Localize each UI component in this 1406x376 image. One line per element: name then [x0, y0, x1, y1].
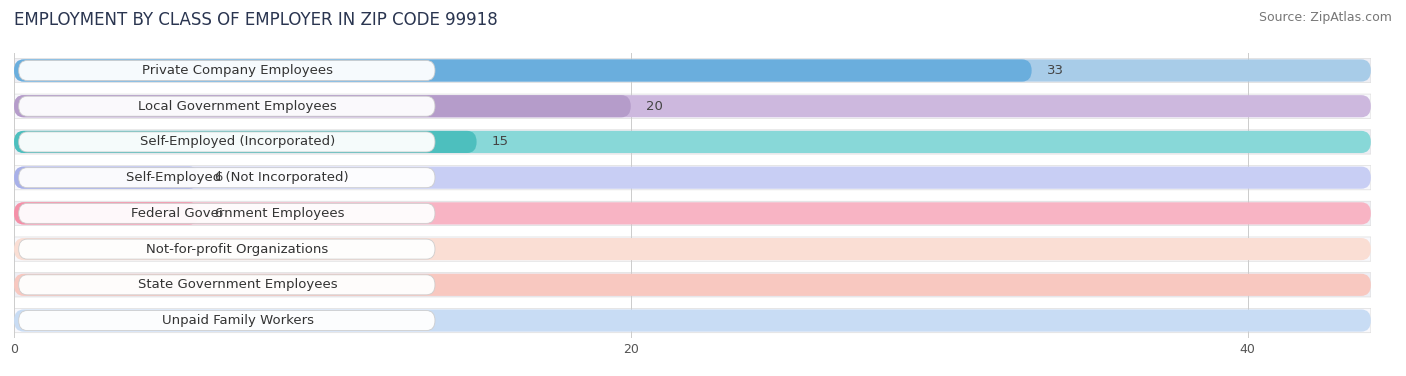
FancyBboxPatch shape	[14, 59, 1371, 82]
Text: Source: ZipAtlas.com: Source: ZipAtlas.com	[1258, 11, 1392, 24]
FancyBboxPatch shape	[14, 58, 1371, 83]
FancyBboxPatch shape	[14, 201, 1371, 226]
FancyBboxPatch shape	[14, 59, 1032, 82]
FancyBboxPatch shape	[18, 61, 434, 80]
FancyBboxPatch shape	[14, 167, 200, 189]
FancyBboxPatch shape	[18, 275, 434, 295]
Text: Private Company Employees: Private Company Employees	[142, 64, 333, 77]
FancyBboxPatch shape	[14, 237, 1371, 261]
FancyBboxPatch shape	[18, 203, 434, 223]
FancyBboxPatch shape	[14, 202, 200, 224]
Text: 6: 6	[215, 207, 224, 220]
Text: State Government Employees: State Government Employees	[138, 278, 337, 291]
FancyBboxPatch shape	[14, 309, 1371, 332]
Text: Self-Employed (Not Incorporated): Self-Employed (Not Incorporated)	[127, 171, 349, 184]
FancyBboxPatch shape	[14, 95, 1371, 117]
FancyBboxPatch shape	[14, 167, 1371, 189]
Text: Local Government Employees: Local Government Employees	[138, 100, 337, 113]
Text: 20: 20	[647, 100, 664, 113]
FancyBboxPatch shape	[14, 95, 631, 117]
Text: Self-Employed (Incorporated): Self-Employed (Incorporated)	[141, 135, 335, 149]
FancyBboxPatch shape	[14, 131, 1371, 153]
FancyBboxPatch shape	[14, 202, 1371, 224]
Text: 15: 15	[492, 135, 509, 149]
Text: Not-for-profit Organizations: Not-for-profit Organizations	[146, 243, 329, 256]
FancyBboxPatch shape	[18, 132, 434, 152]
Text: 6: 6	[215, 171, 224, 184]
FancyBboxPatch shape	[18, 96, 434, 116]
FancyBboxPatch shape	[14, 130, 1371, 154]
FancyBboxPatch shape	[14, 308, 1371, 333]
FancyBboxPatch shape	[18, 239, 434, 259]
Text: 33: 33	[1047, 64, 1064, 77]
FancyBboxPatch shape	[14, 165, 1371, 190]
Text: Unpaid Family Workers: Unpaid Family Workers	[162, 314, 314, 327]
FancyBboxPatch shape	[14, 273, 1371, 297]
FancyBboxPatch shape	[18, 311, 434, 331]
Text: Federal Government Employees: Federal Government Employees	[131, 207, 344, 220]
FancyBboxPatch shape	[18, 168, 434, 188]
FancyBboxPatch shape	[14, 238, 1371, 260]
FancyBboxPatch shape	[14, 274, 1371, 296]
FancyBboxPatch shape	[14, 131, 477, 153]
FancyBboxPatch shape	[14, 94, 1371, 118]
Text: EMPLOYMENT BY CLASS OF EMPLOYER IN ZIP CODE 99918: EMPLOYMENT BY CLASS OF EMPLOYER IN ZIP C…	[14, 11, 498, 29]
